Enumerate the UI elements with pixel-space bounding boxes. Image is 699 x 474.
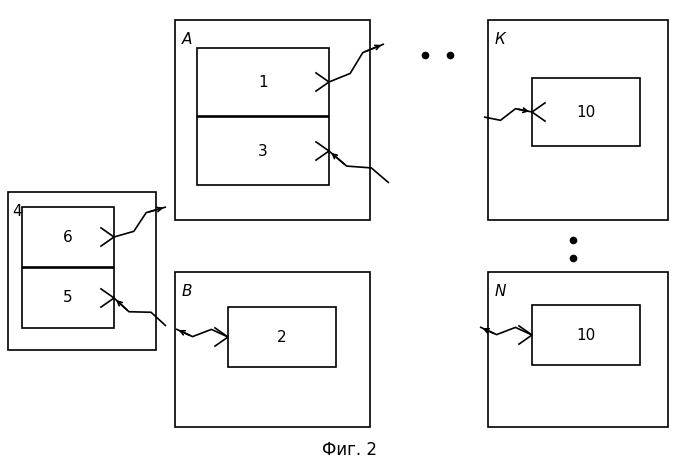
- Bar: [175, 272, 370, 427]
- Bar: [175, 20, 370, 220]
- Bar: [197, 117, 329, 185]
- Text: 4: 4: [12, 204, 22, 219]
- Text: 6: 6: [63, 229, 73, 245]
- Text: N: N: [495, 284, 506, 299]
- Text: 5: 5: [63, 291, 73, 306]
- Bar: [22, 207, 114, 267]
- Bar: [22, 268, 114, 328]
- Bar: [488, 20, 668, 220]
- Text: 10: 10: [577, 104, 596, 119]
- Text: К: К: [495, 32, 506, 47]
- Bar: [488, 272, 668, 427]
- Bar: [228, 307, 336, 367]
- Bar: [8, 192, 156, 350]
- Text: В: В: [182, 284, 192, 299]
- Text: Фиг. 2: Фиг. 2: [322, 441, 377, 459]
- Text: A: A: [182, 32, 192, 47]
- Text: 10: 10: [577, 328, 596, 343]
- Bar: [532, 78, 640, 146]
- Text: 1: 1: [258, 74, 268, 90]
- Bar: [532, 305, 640, 365]
- Text: 2: 2: [278, 329, 287, 345]
- Text: 3: 3: [258, 144, 268, 158]
- Bar: [197, 48, 329, 116]
